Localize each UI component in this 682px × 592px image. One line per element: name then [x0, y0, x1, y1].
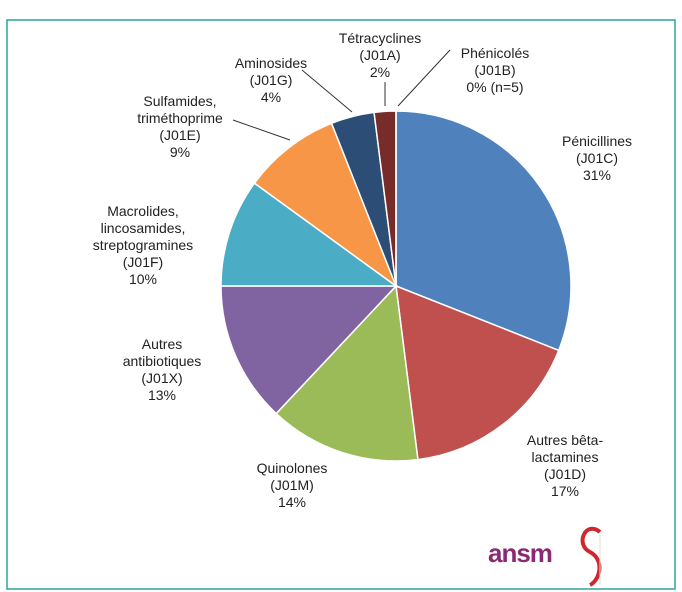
category-label: Aminosides (J01G)	[234, 55, 308, 88]
category-label: Sulfamides, triméthoprime (J01E)	[137, 93, 223, 143]
pie-slice	[395, 110, 572, 352]
value-label: 10%	[128, 271, 158, 287]
leader-line	[397, 49, 451, 107]
value-label: 9%	[169, 144, 191, 160]
pie-slice	[253, 122, 398, 289]
pie-slice	[220, 285, 398, 415]
pie-slice	[395, 284, 560, 461]
value-label: 2%	[369, 64, 391, 80]
slice-label: Macrolides, lincosamides, streptogramine…	[93, 203, 193, 288]
logo-symbol	[580, 527, 602, 587]
frame	[6, 19, 676, 590]
category-label: Autres antibiotiques (J01X)	[122, 336, 202, 386]
value-label: 14%	[277, 494, 307, 510]
pie-slice	[275, 284, 419, 462]
slice-label: Aminosides (J01G) 4%	[235, 55, 307, 106]
slice-label: Sulfamides, triméthoprime (J01E) 9%	[137, 93, 223, 161]
slice-label: Pénicillines (J01C) 31%	[562, 133, 632, 184]
slice-label: Tétracyclines (J01A) 2%	[339, 30, 421, 81]
category-label: Phénicolés (J01B)	[460, 45, 530, 78]
slice-label: Autres bêta- lactamines (J01D) 17%	[527, 432, 603, 500]
category-label: Tétracyclines (J01A)	[338, 30, 422, 63]
pie-slice	[220, 182, 399, 287]
slice-label: Autres antibiotiques (J01X) 13%	[123, 336, 202, 404]
leader-line	[232, 119, 291, 141]
value-label: 0% (n=5)	[466, 79, 524, 95]
value-label: 13%	[147, 387, 177, 403]
leader-line	[301, 69, 353, 113]
slice-label: Quinolones (J01M) 14%	[257, 460, 328, 511]
logo-text: ansm	[488, 538, 553, 568]
category-label: Autres bêta- lactamines (J01D)	[526, 432, 604, 482]
slice-label: Phénicolés (J01B) 0% (n=5)	[461, 45, 530, 96]
category-label: Pénicillines (J01C)	[561, 133, 633, 166]
value-label: 31%	[582, 167, 612, 183]
value-label: 17%	[550, 483, 580, 499]
category-label: Macrolides, lincosamides, streptogramine…	[92, 203, 194, 270]
category-label: Quinolones (J01M)	[256, 460, 328, 493]
value-label: 4%	[260, 89, 282, 105]
